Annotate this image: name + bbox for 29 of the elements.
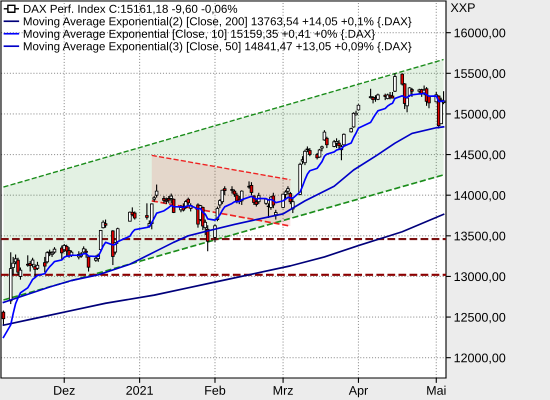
candlestick xyxy=(352,112,356,128)
y-tick-label: 15500,00 xyxy=(454,69,506,80)
y-tick-label: 12500,00 xyxy=(454,312,506,324)
line-series xyxy=(2,126,444,304)
candlestick xyxy=(274,209,278,220)
y-tick-label: 16000,00 xyxy=(454,28,506,39)
legend-label: DAX Perf. Index C:15161,18 -9,60 -0,06% xyxy=(24,4,238,14)
y-tick-label: 13500,00 xyxy=(454,232,506,242)
candlestick xyxy=(220,188,224,205)
x-tick-label: Mrz xyxy=(274,386,293,395)
x-tick-label: Dez xyxy=(54,386,75,395)
line-series xyxy=(2,214,444,326)
legend-label: Moving Average Exponential [Close, 10] 15159,35 +0,41 +0% {.DAX} xyxy=(24,29,375,40)
y-axis-title: XXP xyxy=(450,3,475,12)
x-tick-label: Mai xyxy=(427,386,446,395)
y-tick-label: 15000,00 xyxy=(454,110,506,120)
x-tick-label: 2021 xyxy=(126,386,153,395)
y-tick-label: 14500,00 xyxy=(454,150,506,161)
legend-label: Moving Average Exponential(3) [Close, 50] 14841,47 +13,05 +0,09% {.DAX} xyxy=(24,42,412,53)
candlestick xyxy=(250,182,254,196)
x-tick-label: Feb xyxy=(205,386,226,395)
candlestick xyxy=(98,230,102,251)
legend-label: Moving Average Exponential(2) [Close, 200] 13763,54 +14,05 +0,1% {.DAX} xyxy=(24,16,412,28)
x-tick-label: Apr xyxy=(348,386,368,398)
candlestick xyxy=(154,184,158,198)
candlestick xyxy=(393,72,397,93)
y-tick-label: 14000,00 xyxy=(454,190,506,202)
y-tick-label: 13000,00 xyxy=(454,272,506,283)
y-tick-label: 12000,00 xyxy=(454,353,506,364)
